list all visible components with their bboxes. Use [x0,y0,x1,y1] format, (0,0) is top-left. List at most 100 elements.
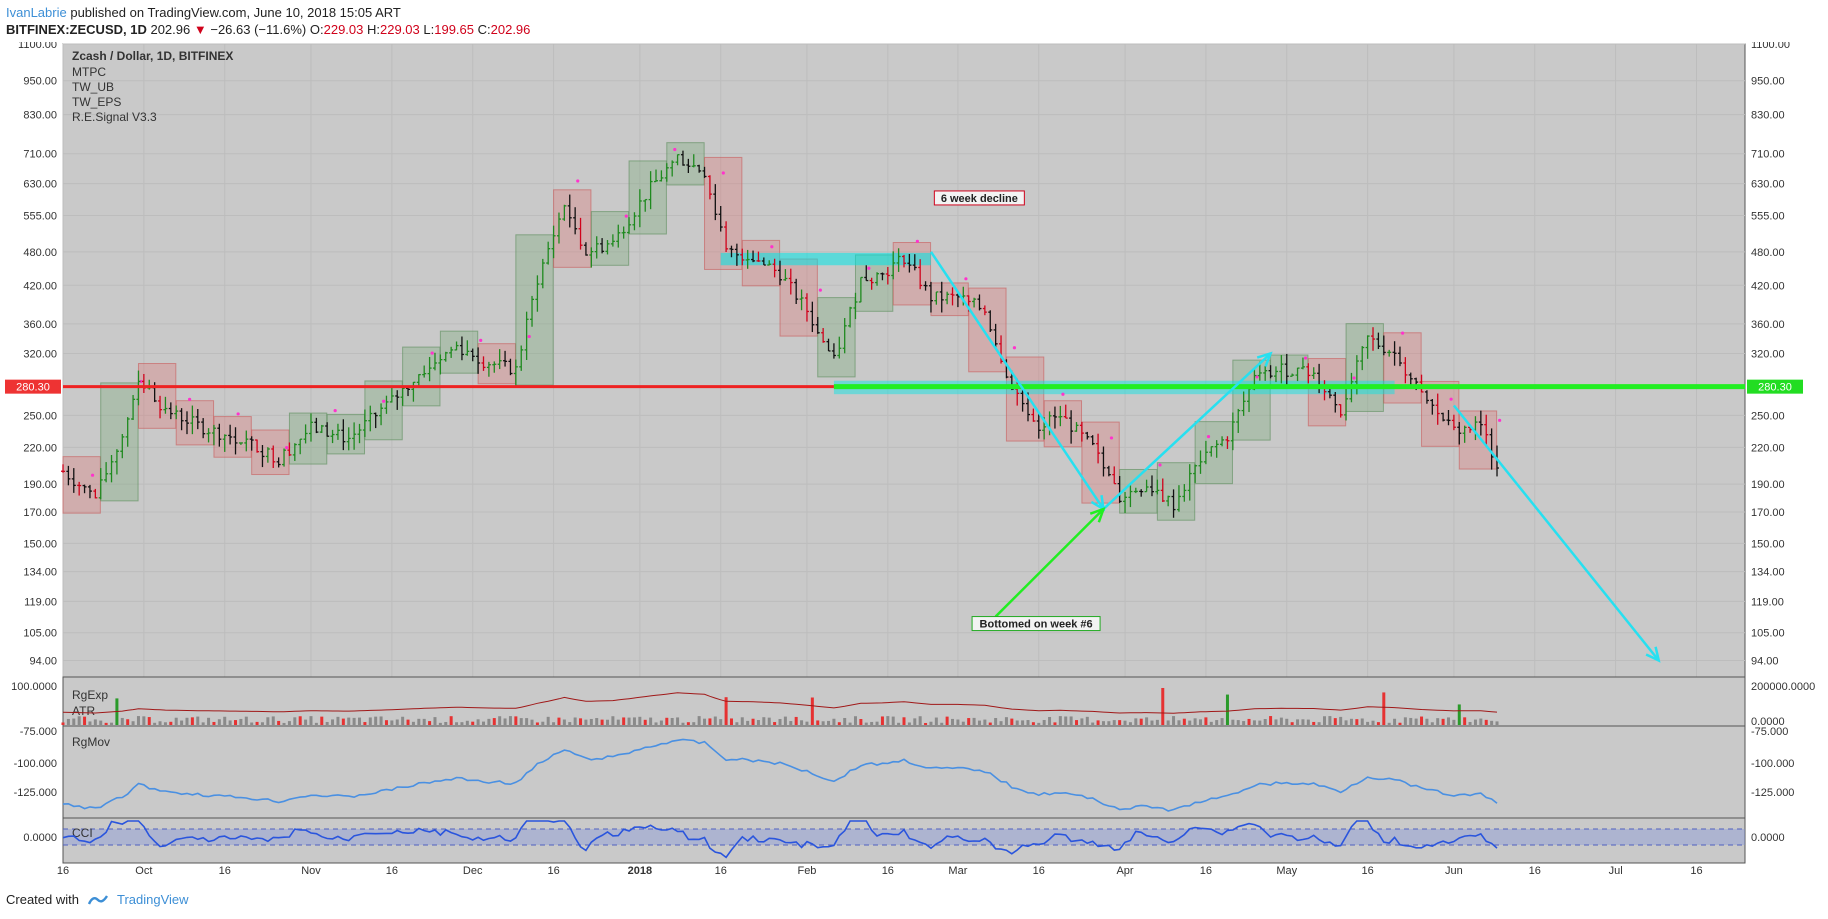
volume-bar [1376,722,1380,725]
y-tick-label-right: 555.00 [1751,210,1785,222]
volume-bar [1344,720,1348,725]
volume-bar [832,718,836,725]
signal-dot [1352,376,1356,380]
y-tick-label-left: 420.00 [23,280,57,292]
volume-bar [568,722,572,725]
volume-bar [482,721,485,725]
volume-bar [595,718,599,725]
volume-bar [1107,721,1111,725]
volume-bar [336,716,340,725]
x-tick-label: May [1276,865,1297,877]
ohlc-low-label: L: [423,22,435,37]
cyan-zone [720,252,931,266]
volume-bar [1425,718,1429,725]
volume-bar [600,719,604,725]
volume-bar [1123,720,1127,725]
volume-bar [88,721,92,725]
volume-bar [282,722,286,725]
signal-box [137,363,177,429]
rgmov-pane [62,725,1746,819]
volume-bar [541,721,545,725]
volume-bar [708,718,712,725]
volume-bar [298,716,302,725]
main-pane [62,43,1746,678]
volume-bar [843,717,847,725]
y-tick-label-left: 555.00 [23,210,57,222]
rgexp-histogram: RgExp ATR 100.0000 200000.0000 0.0000 [11,681,1815,728]
y-tick-label-left: 150.00 [23,538,57,550]
signal-dot [188,397,192,401]
x-tick-label: 16 [1033,865,1045,877]
volume-bar [314,722,318,725]
volume-bar [627,717,631,725]
created-with-text: Created with [6,892,79,907]
x-tick-label: 16 [386,865,398,877]
pane-label: RgExp [72,688,108,702]
y-tick-label-left: 480.00 [23,247,57,259]
volume-bar [212,721,216,725]
volume-bar [552,722,556,725]
volume-bar [1436,718,1440,725]
y-tick-label-left: 119.00 [24,596,57,608]
author-link[interactable]: IvanLabrie [6,5,67,20]
x-tick-label: Oct [135,865,152,877]
volume-bar [126,719,130,725]
volume-bar [638,716,642,725]
chart-title: Zcash / Dollar, 1D, BITFINEX [72,49,233,63]
volume-bar [1193,718,1197,725]
volume-bar [1430,722,1434,725]
volume-bar [347,717,351,725]
y-tick-label-right: 360.00 [1751,319,1785,331]
volume-bar [654,722,658,725]
volume-bar [444,721,448,725]
cci-oscillator: CCI 0.0000 0.0000 [23,820,1785,859]
volume-bar [304,719,308,725]
volume-bar [562,719,566,725]
x-tick-label: 16 [1529,865,1541,877]
cci-pane [62,817,1746,864]
y-tick-label-right: 105.00 [1751,628,1785,640]
chart-header: IvanLabrie published on TradingView.com,… [0,0,1828,44]
volume-bar [174,717,178,725]
tradingview-brand[interactable]: TradingView [116,892,189,907]
signal-box [1383,332,1422,404]
volume-bar [1161,687,1165,725]
ohlc-low: 199.65 [434,22,474,37]
price-level-tag-right [1747,379,1803,394]
signal-dot [1012,346,1017,350]
tradingview-logo-icon[interactable] [87,893,109,907]
trend-arrows [929,251,1661,663]
volume-bar [207,717,211,725]
volume-bar [83,716,87,725]
price-level-tag-left [5,379,61,394]
y-tick-label-left: 1100.00 [18,42,57,51]
volume-bar [1323,716,1326,725]
price-chart[interactable]: 6 week decline Bottomed on week #6 Zcash … [0,42,1828,884]
volume-bar [1371,720,1375,725]
volume-bar [1209,721,1213,725]
annotation-box [933,190,1025,206]
volume-bar [180,720,184,725]
volume-bar [1290,722,1294,725]
y-tick-label-left: 94.00 [29,655,57,667]
volume-bar [1064,716,1068,725]
volume-bar [994,718,998,725]
volume-bar [465,720,469,725]
volume-bar [379,716,383,725]
volume-bar [476,719,480,725]
decline-arrow [929,251,1105,510]
volume-bar [255,721,259,725]
volume-bar [406,719,410,725]
y-tick-label-right: 170.00 [1751,507,1785,519]
signal-dot [1303,356,1308,360]
volume-bar [713,716,717,725]
volume-bar [1306,719,1310,725]
volume-bar [514,716,518,725]
annotation-box [971,616,1101,632]
volume-bar [886,716,890,725]
volume-bar [676,717,680,725]
volume-bar [1069,716,1073,725]
volume-bar [196,716,200,725]
volume-bar [401,716,405,725]
signal-dot [236,412,240,416]
